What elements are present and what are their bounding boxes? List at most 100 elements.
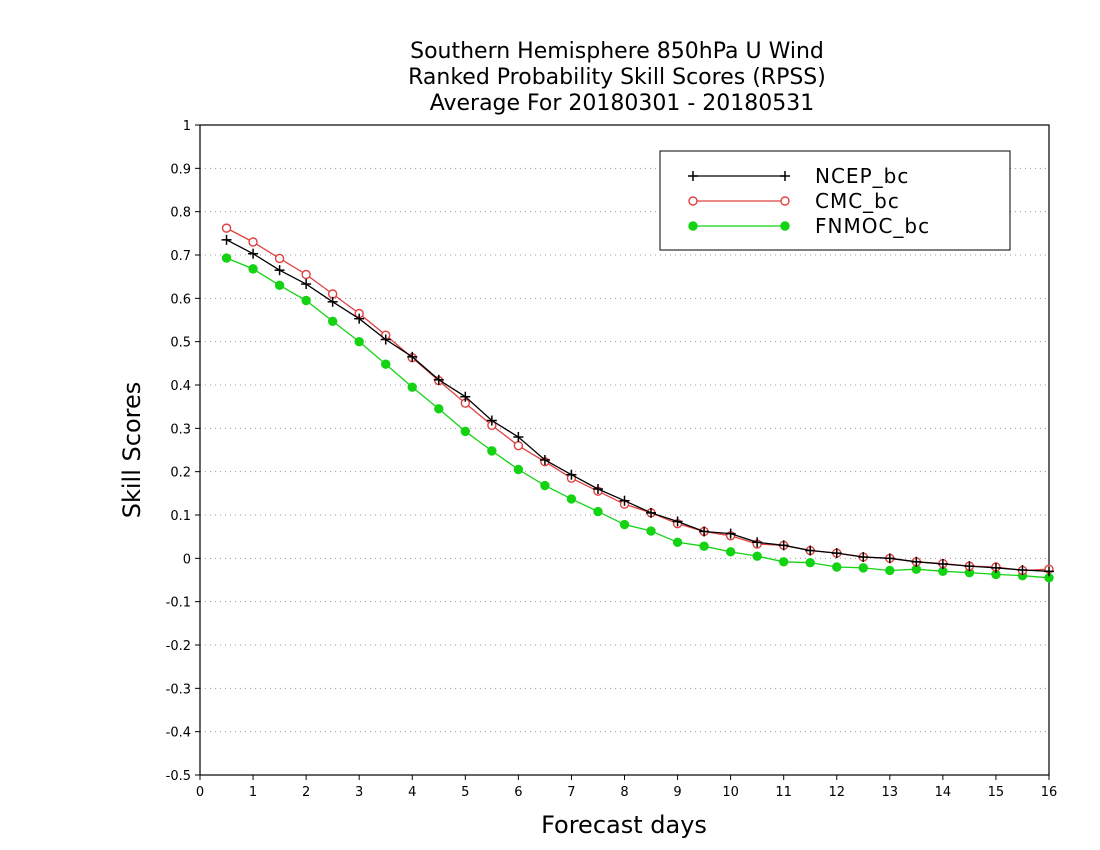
x-tick-label-16: 16 [1041, 785, 1058, 800]
point-cmc-bc-0 [221, 223, 232, 233]
point-fnmoc-bc-4 [327, 316, 338, 326]
point-fnmoc-bc-16 [646, 526, 656, 536]
x-tick-label-1: 1 [249, 785, 257, 800]
y-axis-title: Skill Scores [118, 382, 146, 519]
x-tick-label-7: 7 [567, 785, 575, 800]
point-cmc-bc-11 [513, 440, 524, 451]
series-cmc-bc [221, 223, 1054, 576]
point-cmc-bc-1 [248, 237, 258, 247]
point-ncep-bc-26 [911, 556, 922, 567]
point-fnmoc-bc-20 [752, 551, 762, 561]
point-ncep-bc-24 [858, 552, 869, 563]
legend-marker-ncep-bc-left [688, 171, 698, 181]
point-ncep-bc-22 [805, 545, 816, 556]
point-ncep-bc-29 [990, 562, 1001, 573]
point-ncep-bc-10 [486, 415, 497, 426]
point-ncep-bc-12 [539, 454, 550, 465]
y-tick-label-14: 0.9 [170, 162, 191, 177]
x-tick-label-10: 10 [722, 785, 739, 800]
series-line-cmc-bc [226, 227, 1050, 572]
legend: NCEP_bc CMC_bc FNMOC_bc [659, 150, 1011, 251]
point-ncep-bc-11 [513, 432, 524, 442]
x-tick-label-2: 2 [302, 785, 310, 800]
point-ncep-bc-16 [646, 507, 657, 518]
axes: -0.5 -0.4 -0.3 -0.2 -0.1 0 0.1 0.2 0.3 0.4 0.5 0.6 0… [166, 119, 1058, 800]
series-ncep-bc [221, 234, 1054, 577]
y-tick-label-4: -0.1 [166, 596, 191, 611]
point-cmc-bc-3 [301, 269, 311, 280]
point-fnmoc-bc-0 [221, 253, 232, 263]
point-ncep-bc-1 [248, 248, 259, 259]
title-line-2: Ranked Probability Skill Scores (RPSS) [408, 65, 826, 90]
point-ncep-bc-7 [407, 351, 418, 362]
point-fnmoc-bc-10 [487, 446, 497, 456]
y-tick-label-15: 1 [183, 119, 191, 134]
point-fnmoc-bc-19 [725, 547, 736, 557]
x-tick-label-13: 13 [882, 785, 899, 800]
x-tick-label-11: 11 [775, 785, 792, 800]
point-fnmoc-bc-8 [434, 404, 444, 414]
legend-marker-fnmoc-bc-left [688, 221, 698, 231]
x-tick-label-15: 15 [988, 785, 1005, 800]
legend-marker-cmc-bc-right [780, 196, 790, 206]
point-cmc-bc-2 [274, 253, 285, 264]
point-fnmoc-bc-14 [593, 506, 603, 517]
legend-label-fnmoc: FNMOC_bc [815, 214, 930, 238]
legend-marker-fnmoc-bc-right [780, 221, 790, 231]
x-axis-title: Forecast days [541, 811, 707, 839]
point-ncep-bc-31 [1044, 566, 1054, 577]
series-fnmoc-bc [221, 253, 1054, 583]
point-ncep-bc-14 [592, 484, 603, 494]
point-ncep-bc-23 [831, 548, 842, 559]
point-ncep-bc-15 [619, 495, 630, 506]
x-tick-label-6: 6 [514, 785, 522, 800]
legend-label-ncep: NCEP_bc [815, 164, 909, 188]
y-tick-label-5: 0 [183, 552, 191, 567]
point-fnmoc-bc-1 [248, 264, 258, 274]
point-fnmoc-bc-22 [805, 557, 815, 568]
x-tick-label-4: 4 [408, 785, 416, 800]
series-line-ncep-bc [226, 239, 1050, 572]
y-tick-label-8: 0.3 [170, 422, 191, 437]
y-tick-label-7: 0.2 [170, 466, 191, 481]
point-fnmoc-bc-23 [832, 562, 842, 572]
point-fnmoc-bc-2 [274, 280, 285, 291]
y-tick-label-12: 0.7 [170, 249, 191, 264]
point-ncep-bc-28 [964, 561, 975, 572]
series-lines [221, 223, 1054, 583]
point-fnmoc-bc-17 [672, 537, 683, 547]
title-line-1: Southern Hemisphere 850hPa U Wind [410, 39, 824, 64]
point-ncep-bc-13 [566, 469, 577, 480]
point-ncep-bc-18 [699, 526, 710, 537]
title-line-3: Average For 20180301 - 20180531 [430, 91, 815, 116]
point-ncep-bc-4 [327, 296, 338, 307]
point-ncep-bc-2 [274, 265, 285, 276]
legend-marker-ncep-bc-right [780, 171, 790, 181]
point-ncep-bc-19 [725, 528, 736, 539]
y-tick-label-9: 0.4 [170, 379, 191, 394]
x-tick-label-12: 12 [828, 785, 845, 800]
point-ncep-bc-20 [752, 537, 763, 548]
point-fnmoc-bc-3 [301, 295, 311, 306]
point-ncep-bc-9 [460, 391, 471, 402]
point-ncep-bc-6 [380, 334, 391, 345]
point-fnmoc-bc-12 [540, 480, 550, 491]
point-fnmoc-bc-21 [778, 557, 789, 567]
point-fnmoc-bc-25 [885, 565, 895, 576]
y-tick-label-3: -0.2 [166, 639, 191, 654]
x-tick-label-8: 8 [620, 785, 628, 800]
point-fnmoc-bc-9 [460, 426, 471, 437]
legend-label-cmc: CMC_bc [815, 189, 900, 213]
point-ncep-bc-17 [672, 516, 683, 527]
point-ncep-bc-27 [937, 558, 948, 569]
legend-marker-cmc-bc-left [688, 196, 698, 206]
x-tick-label-3: 3 [355, 785, 363, 800]
gridlines [200, 167, 1049, 733]
x-tick-label-5: 5 [461, 785, 469, 800]
point-fnmoc-bc-5 [354, 336, 364, 347]
y-tick-label-13: 0.8 [170, 206, 191, 221]
point-ncep-bc-5 [354, 313, 365, 324]
point-fnmoc-bc-13 [566, 494, 577, 504]
y-tick-label-2: -0.3 [166, 682, 191, 697]
